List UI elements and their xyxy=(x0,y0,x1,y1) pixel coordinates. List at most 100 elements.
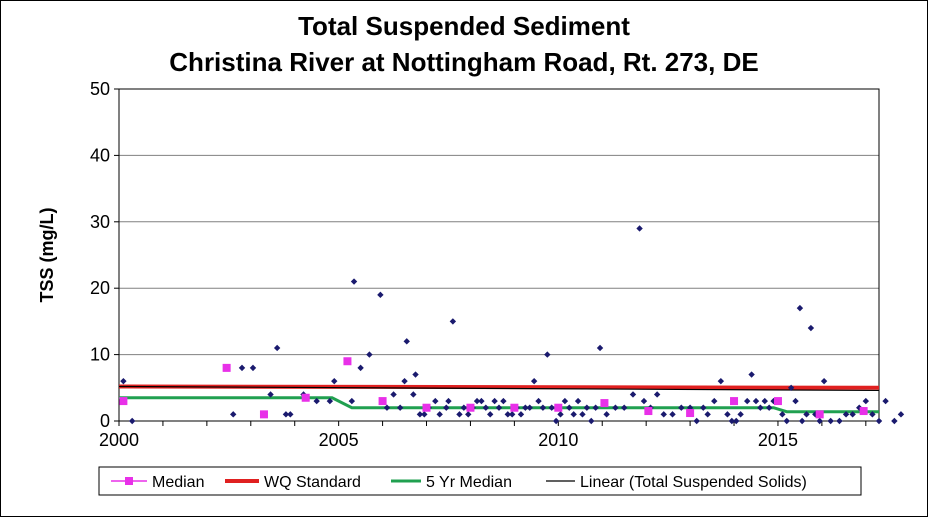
observation-point xyxy=(526,404,533,411)
observation-point xyxy=(348,397,356,405)
y-axis-title: TSS (mg/L) xyxy=(37,208,57,303)
observation-point xyxy=(693,417,700,425)
observation-point xyxy=(273,344,281,352)
x-tick-label: 2000 xyxy=(99,430,139,450)
observation-point xyxy=(803,411,810,418)
median-point xyxy=(686,409,695,418)
observation-point xyxy=(897,411,905,418)
observation-point xyxy=(704,411,711,418)
observation-point xyxy=(717,377,725,385)
observation-point xyxy=(660,411,667,418)
observation-point xyxy=(495,404,503,411)
observation-point xyxy=(724,411,731,418)
median-point xyxy=(378,397,387,406)
observation-point xyxy=(249,364,257,372)
y-tick-labels: 0 10 20 30 40 50 xyxy=(90,79,119,431)
observation-point xyxy=(487,411,494,418)
observation-point xyxy=(827,417,834,425)
legend: Median WQ Standard 5 Yr Median Linear (T… xyxy=(98,466,862,496)
observation-point xyxy=(737,411,744,418)
median-point xyxy=(119,397,128,406)
observation-point xyxy=(230,411,237,418)
observation-point xyxy=(752,397,760,405)
median-point xyxy=(466,403,475,412)
observation-point xyxy=(579,411,586,418)
observation-point xyxy=(596,344,604,352)
observation-point xyxy=(891,417,898,425)
observation-point xyxy=(798,417,806,425)
legend-median-marker xyxy=(125,477,133,485)
observation-point xyxy=(583,404,591,411)
observation-point xyxy=(603,411,610,418)
median-point xyxy=(600,399,609,408)
observation-point xyxy=(842,411,850,418)
observation-point xyxy=(401,377,408,385)
observation-point xyxy=(482,404,490,411)
x-tick-label: 2005 xyxy=(319,430,359,450)
median-point xyxy=(815,410,824,419)
observation-point xyxy=(875,417,883,425)
median-point xyxy=(644,407,653,416)
observation-point xyxy=(331,377,338,385)
median-point xyxy=(510,403,519,412)
observation-point xyxy=(412,371,419,378)
observation-point xyxy=(728,417,736,425)
observation-point xyxy=(267,391,274,398)
observation-point xyxy=(807,324,815,332)
observation-point xyxy=(465,411,472,418)
observation-point xyxy=(460,404,468,411)
observation-point xyxy=(765,404,773,411)
observation-point xyxy=(326,397,334,405)
observation-point xyxy=(557,411,564,418)
observation-point xyxy=(669,411,676,418)
observation-point xyxy=(436,411,443,418)
legend-linear-label: Linear (Total Suspended Solids) xyxy=(580,474,807,491)
observation-point xyxy=(588,417,595,425)
observation-point xyxy=(287,411,294,418)
observation-point xyxy=(748,371,755,378)
observation-point xyxy=(544,351,551,358)
observation-point xyxy=(500,397,507,405)
observation-point xyxy=(629,391,637,398)
median-point xyxy=(859,407,868,416)
observation-point xyxy=(383,404,391,411)
observation-point xyxy=(700,404,707,411)
observation-point xyxy=(779,411,786,418)
observation-point xyxy=(816,417,823,425)
gridlines xyxy=(119,88,879,356)
chart-title: Total Suspended Sediment xyxy=(298,11,630,41)
observation-point xyxy=(396,404,404,411)
observation-point xyxy=(403,338,410,345)
median-point xyxy=(343,357,352,366)
observation-point xyxy=(238,364,246,372)
observation-point xyxy=(282,411,290,418)
observation-point xyxy=(783,417,790,425)
observation-point xyxy=(570,411,577,418)
legend-five-yr-median-label: 5 Yr Median xyxy=(426,474,512,491)
y-tick-label: 40 xyxy=(90,145,110,165)
median-points xyxy=(119,357,868,419)
observation-point xyxy=(522,404,529,411)
observation-point xyxy=(733,417,740,425)
median-point xyxy=(554,403,563,412)
observation-point xyxy=(711,397,718,405)
observation-point xyxy=(539,404,547,411)
observation-point xyxy=(561,397,569,405)
observation-point xyxy=(491,397,498,405)
observation-point xyxy=(566,404,573,411)
plot-area xyxy=(118,88,880,422)
legend-median-label: Median xyxy=(152,474,204,491)
observation-point xyxy=(530,377,538,385)
median-point xyxy=(301,393,310,402)
observation-point xyxy=(445,397,452,405)
observation-point xyxy=(421,411,428,418)
observation-point xyxy=(836,417,843,425)
observation-point xyxy=(640,397,648,405)
observation-point xyxy=(128,417,136,425)
x-tick-label: 2015 xyxy=(758,430,798,450)
x-tick-labels: 2000 2005 2010 2015 xyxy=(99,421,867,450)
observation-point xyxy=(761,397,768,405)
observation-point xyxy=(504,411,511,418)
observation-point xyxy=(678,404,685,411)
